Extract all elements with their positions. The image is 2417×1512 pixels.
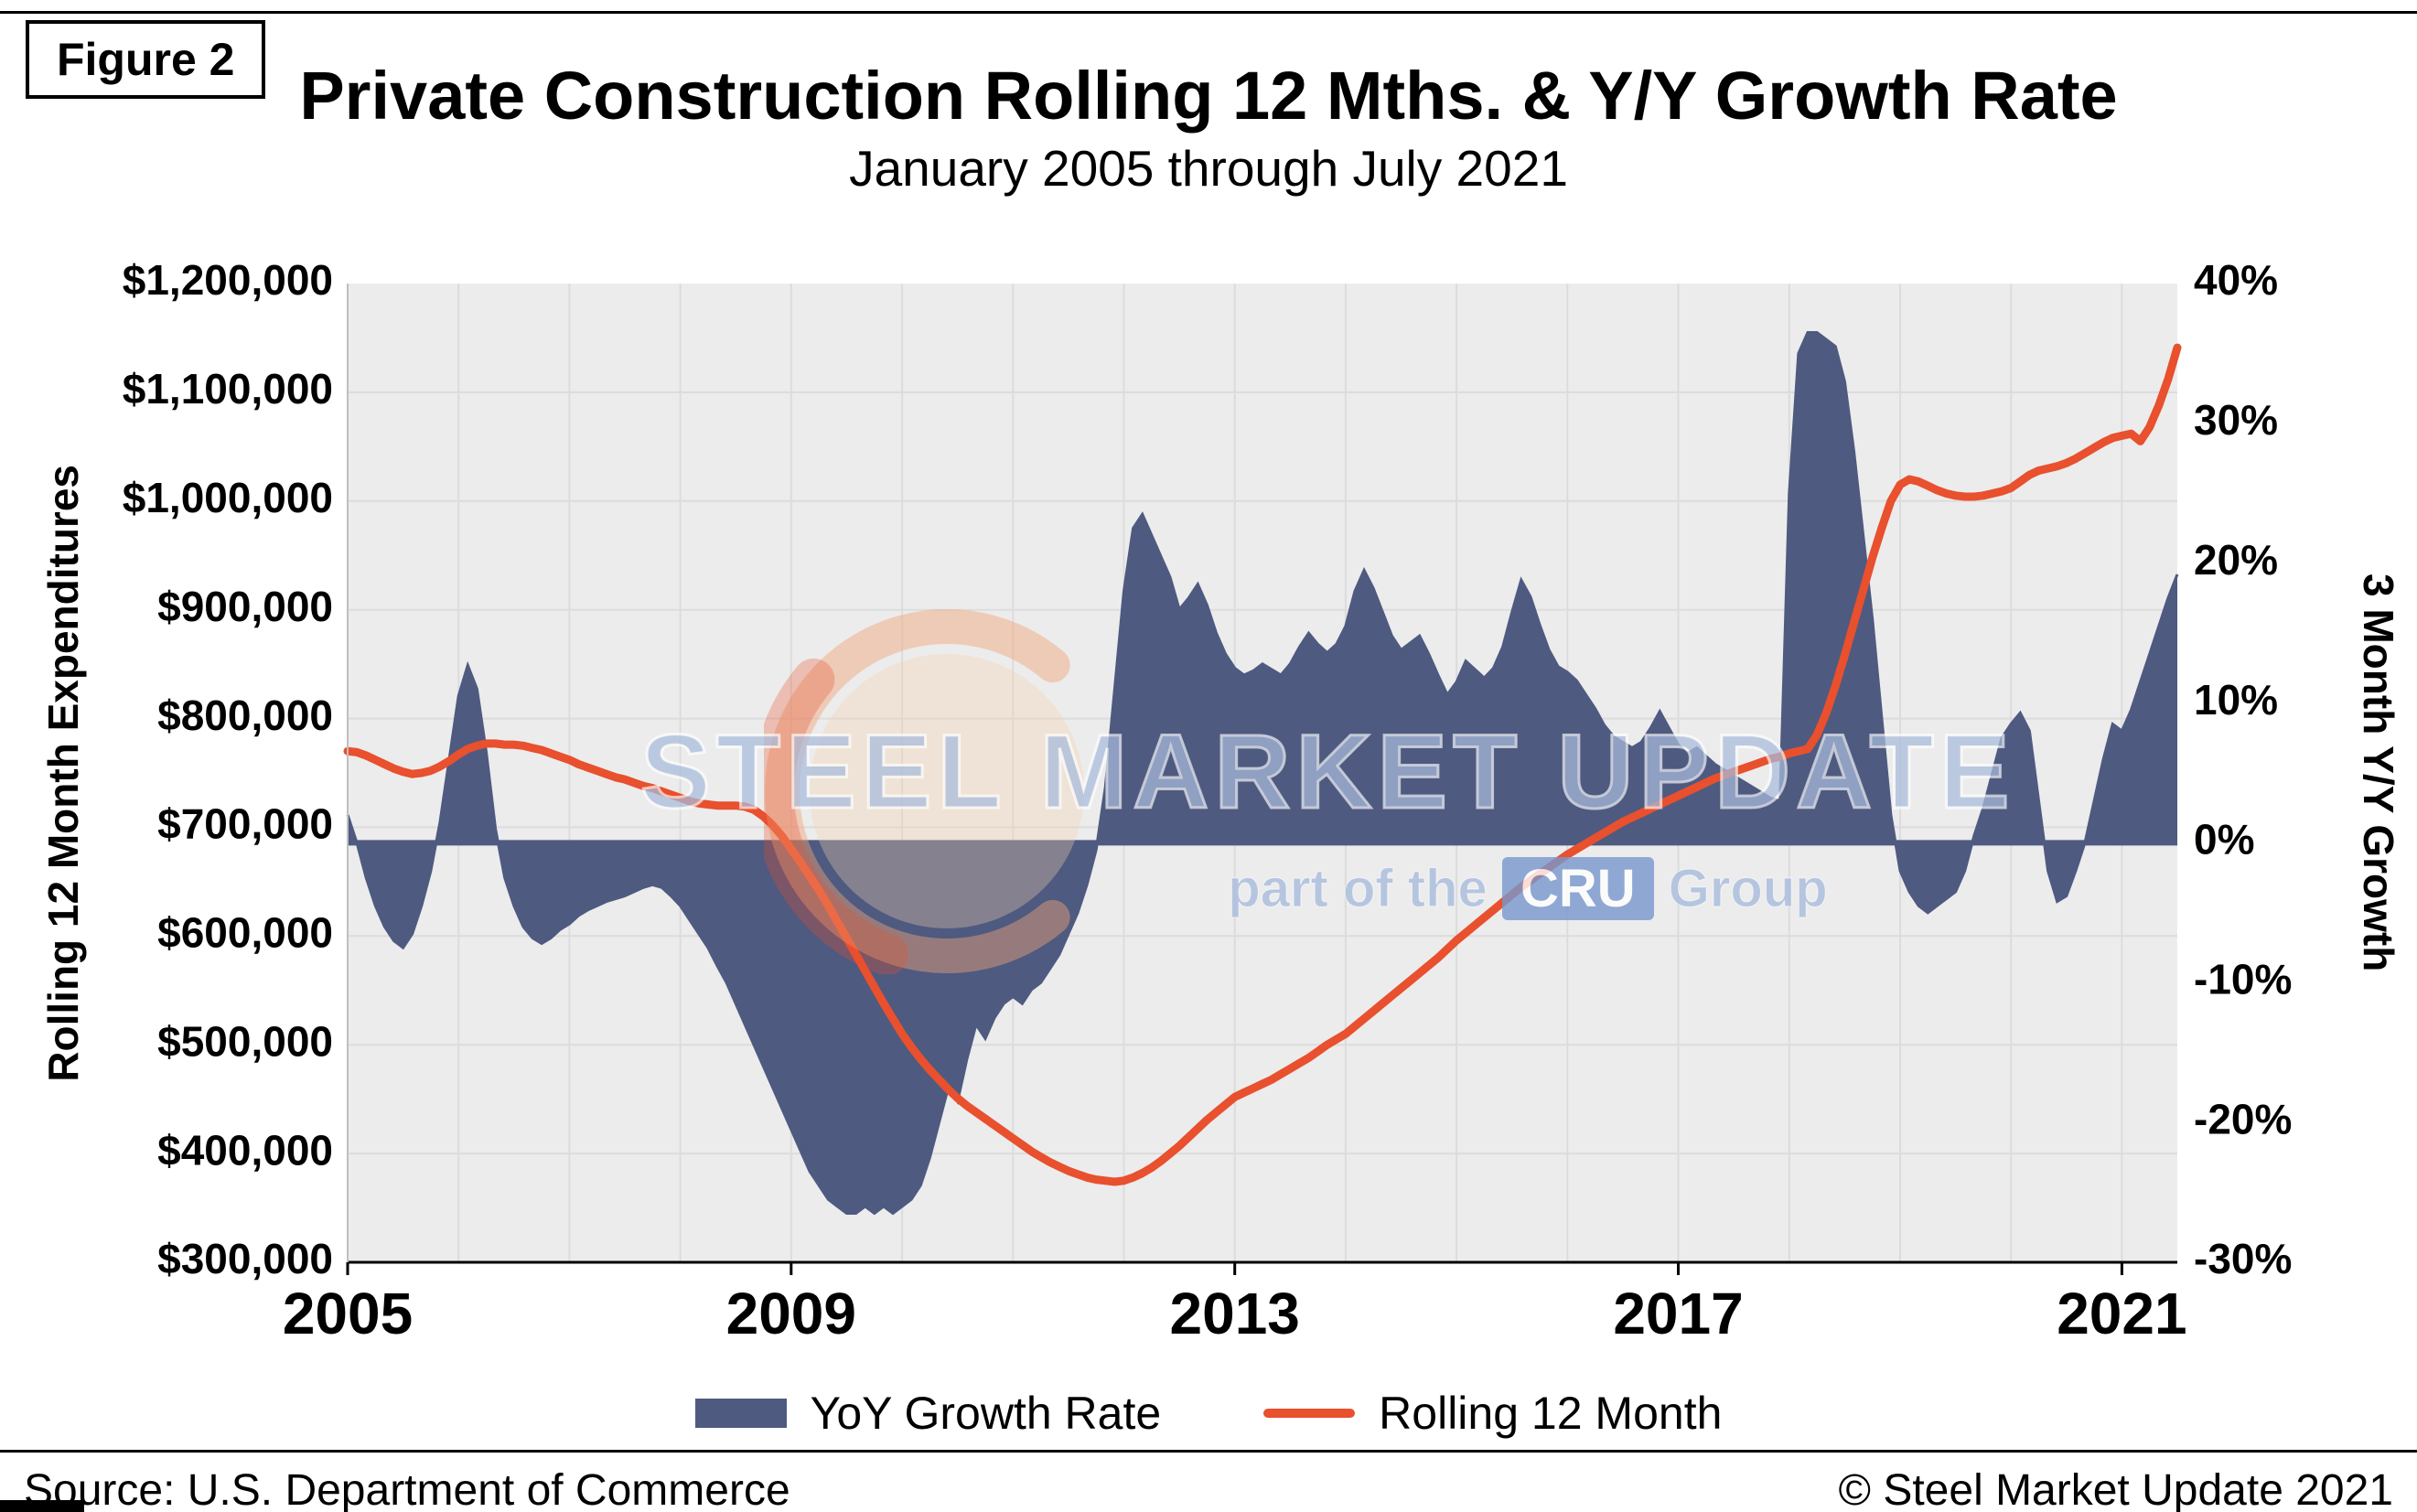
chart-legend: YoY Growth Rate Rolling 12 Month bbox=[0, 1387, 2417, 1440]
left-tick-label: $1,000,000 bbox=[123, 474, 333, 521]
left-tick-label: $500,000 bbox=[157, 1017, 333, 1065]
yoy-area-edge bbox=[346, 331, 2179, 1216]
left-tick-label: $300,000 bbox=[157, 1235, 333, 1282]
chart-title: Private Construction Rolling 12 Mths. & … bbox=[299, 58, 2118, 134]
left-tick-label: $900,000 bbox=[157, 583, 333, 630]
chart-subtitle: January 2005 through July 2021 bbox=[849, 140, 1568, 197]
top-border-line bbox=[0, 11, 2417, 14]
rolling-line-series bbox=[343, 343, 2182, 1186]
left-tick-label: $1,200,000 bbox=[123, 256, 333, 304]
x-tick-label: 2017 bbox=[1613, 1281, 1743, 1346]
x-tick-label: 2005 bbox=[283, 1281, 413, 1346]
legend-swatch-yoy bbox=[694, 1399, 787, 1428]
yoy-area-series bbox=[348, 332, 2177, 1214]
right-tick-label: -10% bbox=[2194, 955, 2292, 1003]
x-tick-label: 2009 bbox=[726, 1281, 856, 1346]
left-tick-label: $600,000 bbox=[157, 908, 333, 956]
left-tick-label: $700,000 bbox=[157, 800, 333, 848]
right-tick-label: 20% bbox=[2194, 536, 2278, 584]
bottom-left-artifact bbox=[0, 1500, 84, 1512]
footer-copyright-text: © Steel Market Update 2021 bbox=[1838, 1466, 2393, 1512]
right-tick-label: -20% bbox=[2194, 1095, 2292, 1142]
right-tick-label: 30% bbox=[2194, 396, 2278, 444]
x-tick-label: 2013 bbox=[1170, 1281, 1300, 1346]
right-tick-label: -30% bbox=[2194, 1235, 2292, 1282]
right-tick-label: 10% bbox=[2194, 676, 2278, 724]
left-tick-label: $400,000 bbox=[157, 1126, 333, 1174]
x-tick-label: 2021 bbox=[2057, 1281, 2186, 1346]
right-tick-label: 40% bbox=[2194, 256, 2278, 304]
legend-swatch-rolling bbox=[1263, 1409, 1356, 1418]
right-axis-title: 3 Month Y/Y Growth bbox=[2355, 574, 2402, 972]
left-tick-label: $800,000 bbox=[157, 692, 333, 739]
left-tick-label: $1,100,000 bbox=[123, 365, 333, 413]
footer-source-text: Source: U.S. Department of Commerce bbox=[24, 1466, 790, 1512]
legend-label-rolling: Rolling 12 Month bbox=[1379, 1388, 1723, 1439]
legend-label-yoy: YoY Growth Rate bbox=[810, 1388, 1162, 1439]
right-tick-label: 0% bbox=[2194, 816, 2254, 863]
footer-divider-line bbox=[0, 1450, 2417, 1453]
figure-number-label: Figure 2 bbox=[26, 20, 266, 99]
left-axis-title: Rolling 12 Month Expenditures bbox=[39, 464, 87, 1082]
